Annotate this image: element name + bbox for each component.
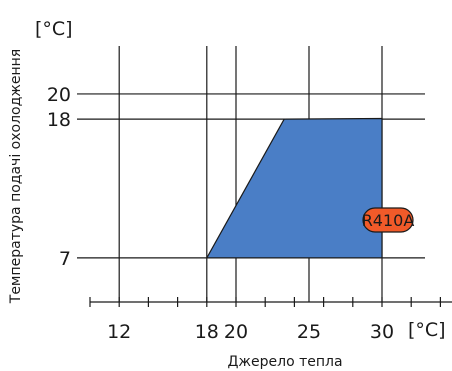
- x-axis: [89, 297, 452, 307]
- refrigerant-badge-text: R410A: [362, 211, 415, 230]
- x-unit-label: [°C]: [408, 319, 446, 341]
- y-unit-label: [°C]: [35, 18, 73, 40]
- x-tick-label-18: 18: [195, 321, 219, 343]
- x-tick-label-25: 25: [297, 321, 321, 343]
- y-axis-title: Температура подачі охолодження: [8, 49, 24, 304]
- refrigerant-badge: [362, 207, 414, 233]
- x-tick-label-12: 12: [107, 321, 131, 343]
- refrigerant-label: R410A: [362, 207, 415, 233]
- area-series-0: [205, 117, 383, 259]
- x-tick-label-30: 30: [370, 321, 394, 343]
- x-tick-label-20: 20: [224, 321, 248, 343]
- y-tick-label-7: 7: [59, 248, 71, 270]
- x-axis-title: Джерело тепла: [227, 354, 342, 370]
- y-tick-label-18: 18: [47, 109, 71, 131]
- y-tick-label-20: 20: [47, 84, 71, 106]
- operating-area: [205, 117, 383, 259]
